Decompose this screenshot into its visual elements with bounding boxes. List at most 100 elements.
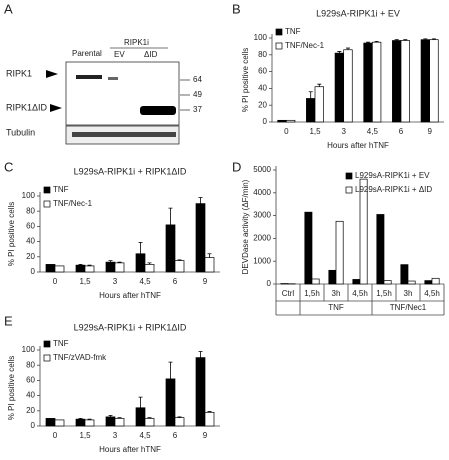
marker: 49 (193, 90, 202, 99)
bar (144, 264, 155, 273)
lane-label: EV (114, 50, 125, 59)
x-tick-label: 1,5 (79, 431, 91, 440)
y-tick-label: 80 (258, 50, 267, 59)
y-tick-label: 20 (258, 100, 267, 109)
error-bar (431, 38, 436, 40)
bar (174, 260, 185, 273)
panel-label: C (4, 159, 13, 174)
x-tick-label: 3 (341, 127, 346, 136)
legend-label: TNF/Nec-1 (53, 199, 93, 208)
bar (431, 277, 440, 285)
x-tick-label: 4,5h (352, 289, 368, 298)
bar (420, 39, 431, 123)
y-tick-label: 40 (258, 84, 267, 93)
error-bar (147, 417, 152, 419)
error-bar (168, 207, 173, 225)
error-bar (366, 41, 371, 44)
bar (204, 411, 215, 427)
bar (135, 407, 146, 427)
x-axis-label: Hours after hTNF (327, 141, 389, 150)
error-bar (87, 264, 92, 266)
bar (45, 264, 56, 273)
lane-label: Parental (72, 49, 102, 58)
y-tick-label: 80 (26, 206, 35, 215)
band-label: Tubulin (6, 127, 35, 137)
panel-label: D (232, 159, 241, 174)
x-tick-label: 9 (427, 127, 432, 136)
x-tick-label: 0 (53, 277, 58, 286)
chart-title: L929sA-RIPK1i + RIPK1ΔID (74, 166, 187, 176)
bar (84, 265, 95, 273)
error-bar (138, 241, 143, 254)
band-label: RIPK1 (6, 68, 32, 78)
x-tick-label: 4,5 (139, 431, 151, 440)
lane-label: ΔID (144, 50, 158, 59)
legend-label: TNF (53, 185, 69, 194)
bar (105, 416, 116, 427)
y-tick-label: 1000 (253, 256, 271, 265)
error-bar (308, 91, 313, 99)
y-tick-label: 60 (26, 376, 35, 385)
bar (314, 86, 324, 123)
error-bar (345, 47, 350, 50)
legend-label: TNF (285, 27, 301, 36)
error-bar (87, 418, 92, 420)
y-tick-label: 20 (26, 252, 35, 261)
legend-swatch (43, 340, 51, 348)
bar (343, 49, 353, 123)
y-tick-label: 0 (31, 267, 36, 276)
y-tick-label: 100 (22, 191, 36, 200)
legend-swatch (275, 28, 283, 36)
x-tick-label: 1,5h (304, 289, 320, 298)
bar (371, 41, 382, 123)
panel-label: A (4, 1, 13, 16)
y-tick-label: 100 (22, 345, 36, 354)
bar (54, 265, 65, 273)
x-tick-label: 1,5 (79, 277, 91, 286)
y-tick-label: 100 (254, 33, 268, 42)
y-tick-label: 2000 (253, 234, 271, 243)
bar (335, 220, 344, 285)
bar (334, 52, 345, 123)
bar (429, 39, 439, 123)
y-axis-label: DEVDase activity (ΔF/min) (241, 179, 250, 274)
y-axis-label: % PI positive cells (241, 48, 250, 112)
bar (400, 264, 409, 285)
x-tick-label: 6 (173, 431, 178, 440)
bar (376, 214, 385, 285)
band (76, 75, 102, 79)
x-tick-label: 1,5 (309, 127, 321, 136)
y-tick-label: 60 (26, 222, 35, 231)
error-bar (423, 38, 428, 40)
bar (195, 357, 206, 427)
x-tick-label: 3h (332, 289, 341, 298)
x-tick-label: 3h (404, 289, 413, 298)
bar (352, 279, 361, 285)
bar (311, 278, 320, 285)
bar (105, 261, 116, 273)
band (140, 106, 176, 115)
bar (328, 269, 337, 285)
y-tick-label: 40 (26, 237, 35, 246)
blot (65, 61, 180, 126)
bar (75, 418, 86, 427)
bar (84, 419, 95, 427)
chart-title: L929sA-RIPK1i + EV (316, 8, 400, 18)
bar (424, 280, 433, 285)
bar (75, 264, 86, 273)
legend-swatch (275, 42, 283, 50)
bar (165, 378, 176, 427)
marker: 37 (193, 105, 202, 114)
x-tick-label: 9 (203, 277, 208, 286)
x-tick-label: 0 (284, 127, 289, 136)
chart-title: L929sA-RIPK1i + RIPK1ΔID (74, 322, 187, 332)
x-tick-label: 3 (113, 431, 118, 440)
error-bar (403, 39, 408, 41)
marker: 64 (193, 75, 202, 84)
bar (277, 119, 287, 123)
y-tick-label: 5000 (253, 165, 271, 174)
error-bar (168, 361, 173, 379)
x-tick-label: 0 (53, 431, 58, 440)
legend-swatch (43, 354, 51, 362)
